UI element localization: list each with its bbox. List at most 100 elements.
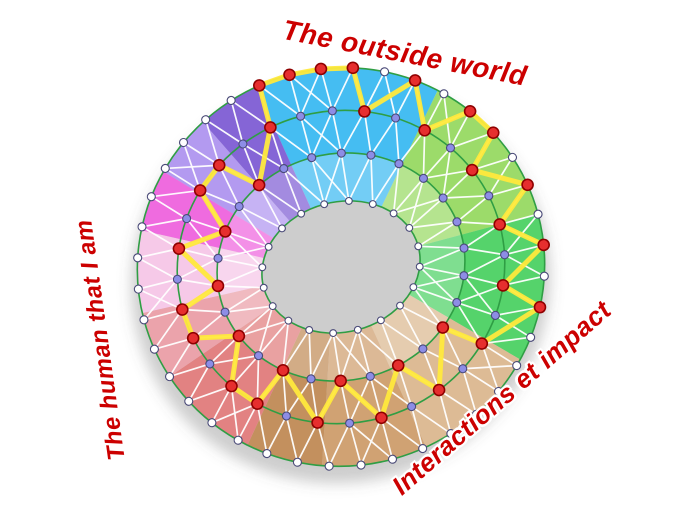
route-node[interactable] [408,74,422,87]
node[interactable] [137,222,147,232]
node[interactable] [184,396,194,406]
node[interactable] [507,152,518,162]
route-node[interactable] [264,121,277,134]
node[interactable] [365,371,375,381]
route-node[interactable] [375,411,388,425]
route-node[interactable] [175,303,189,316]
node[interactable] [133,253,143,263]
route-node[interactable] [346,61,360,75]
route-node[interactable] [537,238,550,252]
node[interactable] [539,271,549,281]
node[interactable] [292,457,303,467]
node[interactable] [368,200,377,208]
node[interactable] [324,461,334,471]
node[interactable] [233,435,243,445]
route-node[interactable] [463,104,477,118]
node[interactable] [234,201,244,212]
node[interactable] [226,95,236,106]
node[interactable] [396,301,404,310]
route-node[interactable] [225,379,238,393]
node[interactable] [133,284,143,294]
node[interactable] [139,315,149,325]
node[interactable] [172,274,182,284]
route-node[interactable] [475,337,489,350]
route-node[interactable] [496,279,510,292]
node[interactable] [418,173,429,183]
node[interactable] [376,316,385,325]
node[interactable] [391,113,401,123]
node[interactable] [327,106,337,116]
route-node[interactable] [486,126,500,140]
node[interactable] [336,148,346,158]
node[interactable] [178,137,189,148]
node[interactable] [281,411,292,421]
route-node[interactable] [391,359,405,372]
route-node[interactable] [314,62,328,76]
node[interactable] [458,364,468,374]
route-node[interactable] [172,242,186,255]
node[interactable] [445,143,456,153]
node[interactable] [258,263,267,272]
route-node[interactable] [521,178,534,192]
node[interactable] [490,310,500,320]
route-node[interactable] [193,184,207,197]
node[interactable] [160,163,170,174]
node[interactable] [409,283,418,292]
route-node[interactable] [418,123,431,137]
node[interactable] [414,242,423,251]
route-node[interactable] [232,329,246,343]
route-node[interactable] [358,105,371,118]
node[interactable] [220,307,230,317]
node[interactable] [452,298,462,308]
node[interactable] [268,302,277,311]
node[interactable] [296,111,306,121]
node[interactable] [164,372,175,382]
node[interactable] [213,253,223,263]
node[interactable] [484,191,494,201]
route-node[interactable] [212,158,226,172]
node[interactable] [329,329,338,338]
node[interactable] [345,418,355,428]
node[interactable] [439,89,449,99]
route-node[interactable] [334,374,347,388]
node[interactable] [344,196,353,205]
node[interactable] [307,153,317,163]
node[interactable] [264,242,273,251]
node[interactable] [438,193,448,203]
node[interactable] [366,150,376,160]
node[interactable] [446,428,456,439]
node[interactable] [259,283,268,292]
node[interactable] [459,243,469,253]
node[interactable] [284,316,293,325]
route-node[interactable] [493,218,507,231]
route-node[interactable] [432,383,446,397]
node[interactable] [253,351,264,361]
route-node[interactable] [436,321,450,334]
route-node[interactable] [211,279,225,293]
node[interactable] [405,223,414,232]
node[interactable] [279,164,289,174]
node[interactable] [306,374,316,384]
node[interactable] [356,460,366,470]
node[interactable] [305,326,314,334]
route-node[interactable] [276,364,290,377]
node[interactable] [320,200,329,209]
route-node[interactable] [311,416,324,429]
route-node[interactable] [253,79,266,92]
node[interactable] [205,359,215,369]
route-node[interactable] [533,300,547,314]
node[interactable] [407,402,417,412]
node[interactable] [297,209,306,218]
node[interactable] [389,209,398,218]
route-node[interactable] [251,397,264,411]
route-node[interactable] [465,163,479,177]
route-node[interactable] [283,68,296,82]
node[interactable] [387,454,398,464]
node[interactable] [500,250,510,260]
node[interactable] [418,344,428,354]
node[interactable] [238,139,248,149]
node[interactable] [380,67,390,77]
node[interactable] [418,443,428,454]
route-node[interactable] [252,178,266,192]
node[interactable] [146,192,156,202]
